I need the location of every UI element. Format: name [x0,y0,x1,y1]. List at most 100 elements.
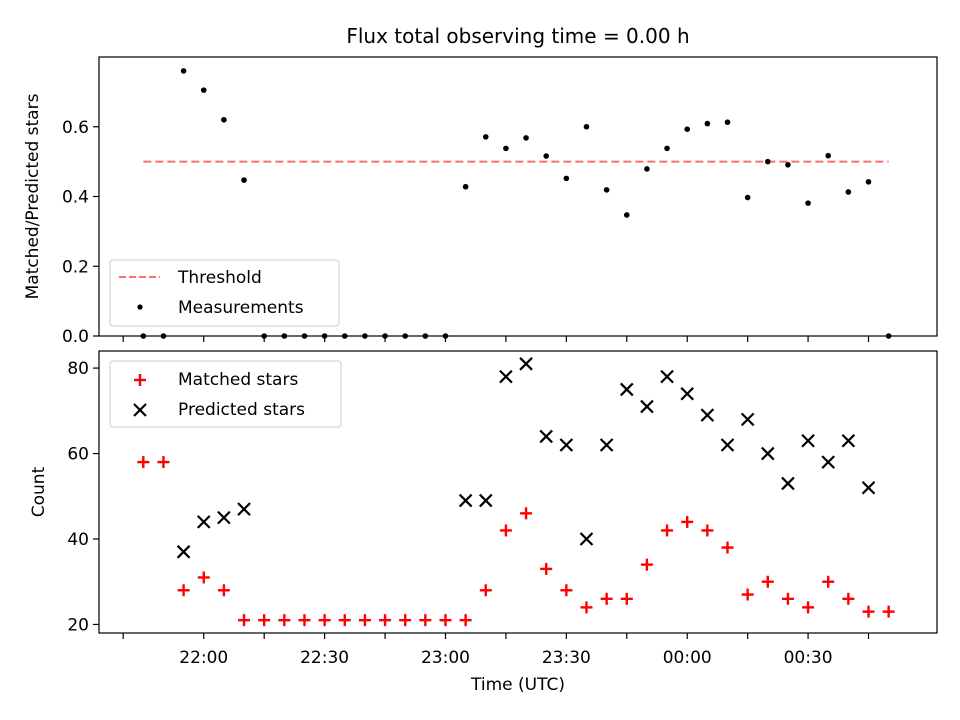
legend-predicted-swatch [133,403,147,417]
matched-star-marker [600,592,613,605]
measurement-point [704,120,711,127]
matched-star-marker [620,592,633,605]
ratio-legend-box [109,259,340,327]
predicted-star-marker [720,438,735,452]
ratio-y-tick-label: 0.6 [62,118,89,138]
measurement-point [462,183,469,190]
matched-star-marker [217,584,230,597]
matched-star-marker [137,456,150,469]
matched-star-marker [238,614,251,627]
measurement-point [482,134,489,140]
measurement-point [865,179,872,185]
matched-star-marker [560,584,573,597]
matched-star-marker [358,614,371,627]
measurement-point [180,68,187,74]
measurement-point [825,152,832,159]
predicted-star-marker [237,502,251,516]
measurement-point [623,212,630,218]
legend-threshold-label: Threshold [177,268,262,288]
predicted-star-marker [700,408,715,422]
predicted-star-marker [499,369,513,384]
matched-star-marker [258,614,271,627]
measurement-point [543,153,550,159]
predicted-star-marker [599,438,614,452]
matched-star-marker [540,562,553,575]
count-legend: Matched stars Predicted stars [109,360,342,428]
x-tick-label: 00:30 [784,648,833,668]
measurement-point [241,177,247,183]
matched-star-marker [399,614,412,627]
predicted-star-marker [196,515,211,529]
matched-star-marker [862,605,875,618]
predicted-star-marker [660,369,674,384]
x-tick-label: 23:00 [421,648,470,668]
ratio-y-axis-label: Matched/Predicted stars [23,93,43,299]
predicted-star-marker [579,532,594,546]
matched-star-marker [882,605,895,618]
x-tick-label: 00:00 [663,648,712,668]
measurement-point [563,175,570,182]
matched-star-marker [157,456,170,469]
measurement-point [221,116,227,123]
matched-star-marker [741,588,754,601]
count-y-tick-label: 40 [67,530,89,550]
ratio-legend: Threshold Measurements [109,259,340,327]
count-y-axis-label: Count [29,466,49,517]
predicted-star-marker [801,433,815,448]
count-y-tick-label: 80 [67,359,89,379]
ratio-axes-frame [98,56,938,337]
x-axis-label: Time (UTC) [470,675,565,695]
measurement-point [200,87,207,93]
x-tick-label: 22:00 [179,648,228,668]
count-y-tick-label: 60 [67,445,89,465]
predicted-star-marker [478,493,493,508]
ratio-y-tick-label: 0.0 [62,327,89,347]
measurement-point [603,187,610,193]
predicted-star-marker [781,476,795,491]
matched-star-marker [459,614,472,627]
measurement-point [805,200,811,206]
matched-star-marker [479,584,492,597]
predicted-star-marker [519,357,533,371]
legend-measurements-label: Measurements [178,298,304,318]
matched-star-marker [761,575,774,588]
matched-star-marker [499,524,512,537]
predicted-star-marker [740,412,755,427]
predicted-star-marker [559,438,574,452]
count-y-ticks: 20 40 60 80 [67,359,99,635]
matched-star-marker [661,524,674,537]
matched-star-marker [379,614,392,627]
matched-star-marker [580,601,593,614]
matched-star-marker [520,507,533,520]
count-axes-frame [98,350,938,634]
measurement-point [724,119,731,126]
matched-star-marker [439,614,452,627]
ratio-x-ticks [122,336,870,342]
matched-star-marker [177,584,190,597]
ratio-y-tick-label: 0.4 [62,188,89,208]
measurement-point [503,145,509,152]
legend-matched-swatch [134,374,146,386]
predicted-star-marker [841,433,856,448]
ratio-y-ticks: 0.0 0.2 0.4 0.6 [62,118,99,347]
legend-measurements-swatch [137,304,143,310]
measurement-point [644,166,650,172]
predicted-star-marker [539,429,553,444]
matched-star-marker [298,614,311,627]
measurement-point [684,126,691,132]
measurement-point [845,189,852,195]
predicted-star-marker [217,510,231,525]
predicted-stars-points [176,357,876,559]
legend-predicted-label: Predicted stars [178,400,305,420]
predicted-star-marker [861,480,876,495]
matched-star-marker [197,571,210,584]
matched-star-marker [338,614,351,627]
predicted-star-marker [620,382,634,397]
matched-star-marker [278,614,291,627]
matched-star-marker [842,592,855,605]
chart-title: Flux total observing time = 0.00 h [346,24,689,48]
measurement-point [744,194,751,201]
predicted-star-marker [458,493,473,508]
